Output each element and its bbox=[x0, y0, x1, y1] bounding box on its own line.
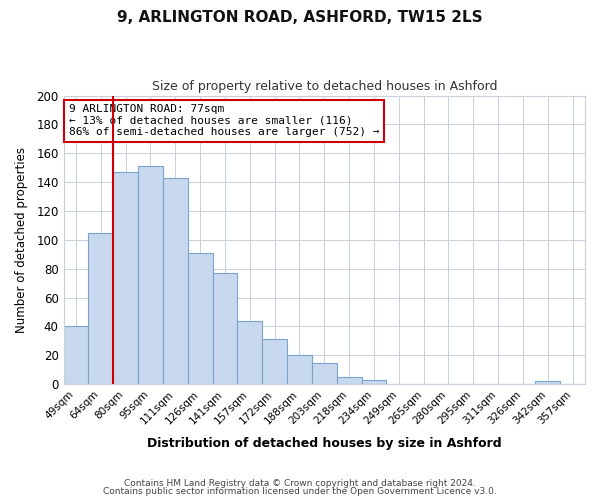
Bar bbox=[238, 320, 262, 384]
Bar bbox=[212, 273, 238, 384]
Bar bbox=[287, 356, 312, 384]
Bar bbox=[188, 253, 212, 384]
X-axis label: Distribution of detached houses by size in Ashford: Distribution of detached houses by size … bbox=[147, 437, 502, 450]
Bar bbox=[113, 172, 138, 384]
Bar bbox=[362, 380, 386, 384]
Title: Size of property relative to detached houses in Ashford: Size of property relative to detached ho… bbox=[152, 80, 497, 93]
Y-axis label: Number of detached properties: Number of detached properties bbox=[15, 147, 28, 333]
Bar bbox=[163, 178, 188, 384]
Text: 9 ARLINGTON ROAD: 77sqm
← 13% of detached houses are smaller (116)
86% of semi-d: 9 ARLINGTON ROAD: 77sqm ← 13% of detache… bbox=[69, 104, 379, 138]
Text: Contains public sector information licensed under the Open Government Licence v3: Contains public sector information licen… bbox=[103, 487, 497, 496]
Bar bbox=[262, 340, 287, 384]
Text: Contains HM Land Registry data © Crown copyright and database right 2024.: Contains HM Land Registry data © Crown c… bbox=[124, 478, 476, 488]
Bar bbox=[64, 326, 88, 384]
Bar bbox=[337, 377, 362, 384]
Bar bbox=[138, 166, 163, 384]
Bar bbox=[535, 382, 560, 384]
Bar bbox=[312, 362, 337, 384]
Text: 9, ARLINGTON ROAD, ASHFORD, TW15 2LS: 9, ARLINGTON ROAD, ASHFORD, TW15 2LS bbox=[117, 10, 483, 25]
Bar bbox=[88, 232, 113, 384]
